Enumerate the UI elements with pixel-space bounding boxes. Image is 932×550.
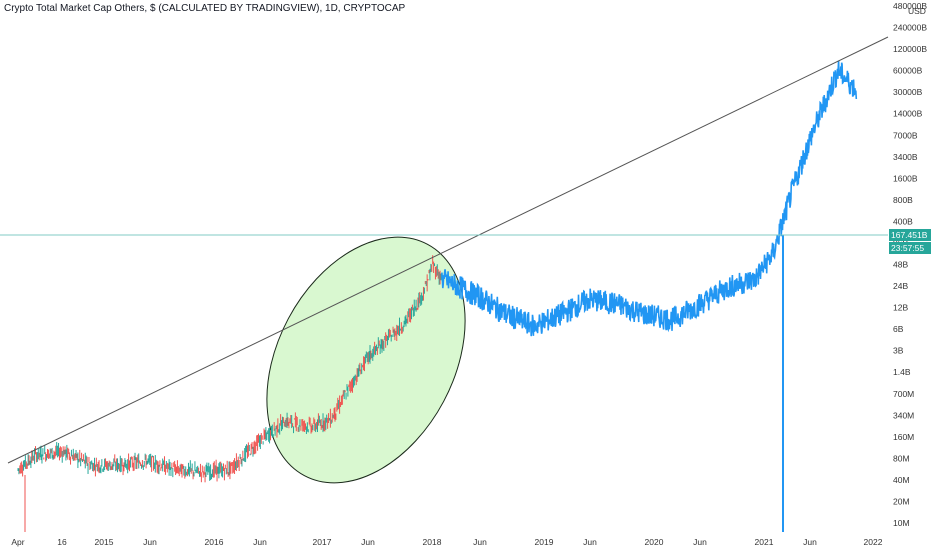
y-tick-label: 10M xyxy=(893,518,910,528)
y-tick-label: 7000B xyxy=(893,130,918,140)
x-tick-label: 2017 xyxy=(313,537,332,547)
y-tick-label: 60000B xyxy=(893,66,923,76)
x-tick-label: 16 xyxy=(57,537,67,547)
x-tick-label: Jun xyxy=(253,537,267,547)
timer-label: 23:57:55 xyxy=(891,243,924,253)
price-tag xyxy=(889,229,931,241)
x-tick-label: 2021 xyxy=(755,537,774,547)
plot-area[interactable] xyxy=(0,36,889,532)
x-tick-label: 2020 xyxy=(645,537,664,547)
x-tick-label: Apr xyxy=(11,537,24,547)
chart-title: Crypto Total Market Cap Others, $ (CALCU… xyxy=(4,3,406,14)
price-line xyxy=(441,60,858,337)
timer-tag xyxy=(889,242,931,254)
price-line-series xyxy=(441,60,858,337)
x-tick-label: Jun xyxy=(361,537,375,547)
y-tick-label: 1600B xyxy=(893,173,918,183)
y-tick-label: 3B xyxy=(893,346,904,356)
ellipse-annotation[interactable] xyxy=(227,203,505,517)
x-tick-label: Jun xyxy=(473,537,487,547)
trendline-annotation[interactable] xyxy=(7,36,889,464)
y-tick-label: 1.4B xyxy=(893,367,911,377)
y-tick-label: 120000B xyxy=(893,44,927,54)
x-tick-label: 2018 xyxy=(423,537,442,547)
x-tick-label: 2016 xyxy=(205,537,224,547)
y-tick-label: 3400B xyxy=(893,152,918,162)
y-tick-label: 480000B xyxy=(893,1,927,11)
y-tick-label: 40M xyxy=(893,475,910,485)
y-tick-label: 240000B xyxy=(893,23,927,33)
candle-series xyxy=(17,255,442,483)
x-tick-label: Jun xyxy=(803,537,817,547)
axes: 480000B 240000B 120000B 60000B 30000B 14000B 7… xyxy=(11,1,931,547)
y-tick-label: 80M xyxy=(893,453,910,463)
y-tick-label: 12B xyxy=(893,303,908,313)
x-tick-label: Jun xyxy=(583,537,597,547)
y-tick-label: 48B xyxy=(893,260,908,270)
y-tick-label: 14000B xyxy=(893,109,923,119)
y-tick-label: 6B xyxy=(893,324,904,334)
x-tick-label: 2019 xyxy=(535,537,554,547)
y-unit-label: USD xyxy=(908,6,926,16)
price-tag-label: 167.451B xyxy=(891,230,928,240)
y-tick-label: 340M xyxy=(893,410,914,420)
x-tick-label: 2022 xyxy=(864,537,883,547)
x-tick-label: 2015 xyxy=(95,537,114,547)
x-tick-label: Jun xyxy=(143,537,157,547)
y-tick-label: 700M xyxy=(893,389,914,399)
y-tick-label: 800B xyxy=(893,195,913,205)
y-tick-label: 160M xyxy=(893,432,914,442)
y-tick-label: 30000B xyxy=(893,87,923,97)
y-tick-label: 20M xyxy=(893,496,910,506)
x-tick-label: Jun xyxy=(693,537,707,547)
y-tick-label: 24B xyxy=(893,281,908,291)
y-tick-label: 400B xyxy=(893,216,913,226)
